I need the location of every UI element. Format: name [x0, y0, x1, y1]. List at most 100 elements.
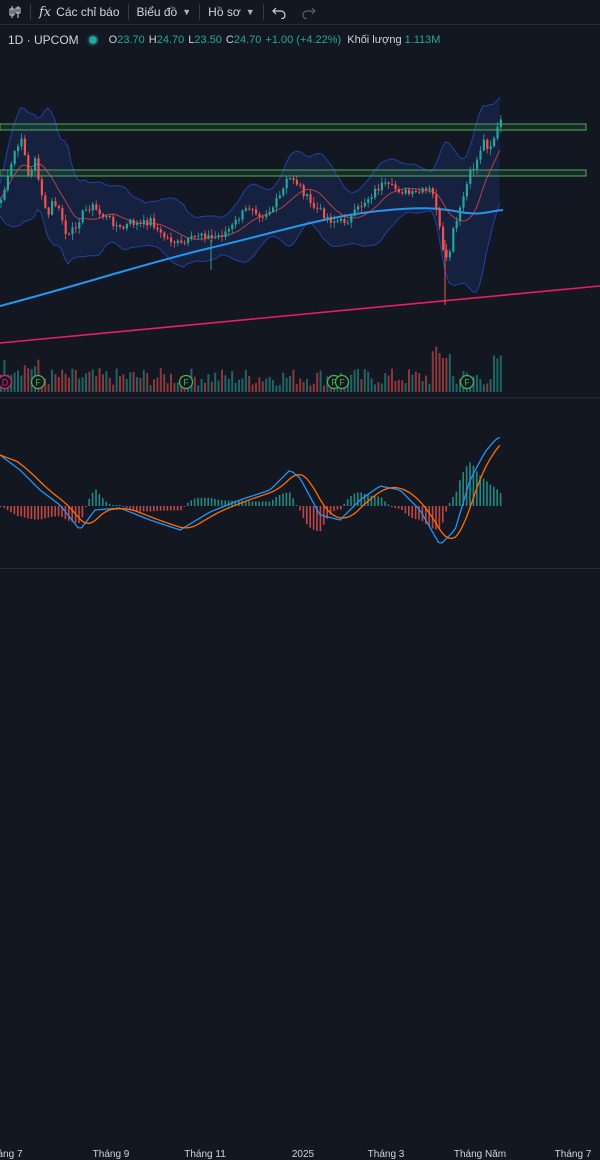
candle-body	[380, 182, 383, 191]
low-label: L	[188, 34, 195, 46]
macd-histogram-bar	[153, 506, 155, 512]
symbol-label[interactable]: 1D · UPCOM	[8, 33, 79, 47]
candle-body	[333, 221, 336, 223]
candle-body	[346, 222, 349, 224]
candle-body	[425, 188, 428, 190]
x-tick-label: Tháng 7	[554, 1149, 592, 1160]
volume-bar	[17, 370, 19, 392]
volume-bar	[119, 376, 121, 392]
macd-histogram-bar	[479, 475, 481, 506]
candle-body	[0, 199, 3, 203]
candle-body	[170, 237, 173, 243]
x-tick-label: Tháng 9	[92, 1149, 130, 1160]
volume-bar	[251, 384, 254, 392]
event-marker-f: F	[334, 374, 350, 390]
volume-bar	[44, 378, 47, 392]
indicators-button[interactable]: fx Các chỉ báo	[31, 0, 128, 24]
x-tick-label: Tháng 3	[367, 1149, 405, 1160]
macd-histogram-bar	[445, 506, 447, 512]
candle-body	[132, 219, 135, 225]
candle-body	[44, 195, 47, 208]
volume-bar	[47, 383, 50, 392]
event-letter: F	[339, 378, 345, 388]
volume-bar	[319, 370, 322, 392]
candle-body	[370, 197, 373, 200]
volume-bar	[360, 379, 363, 392]
macd-histogram-bar	[404, 506, 407, 514]
chart-menu-button[interactable]: Biểu đồ ▼	[129, 0, 200, 24]
macd-histogram-bar	[438, 506, 441, 530]
profile-menu-button[interactable]: Hồ sơ ▼	[200, 0, 262, 24]
close-value: 24.70	[233, 34, 262, 46]
candle-body	[336, 221, 339, 223]
low-value: 23.50	[194, 34, 222, 46]
candle-body	[275, 198, 278, 208]
volume-bar	[489, 379, 492, 392]
candle-body	[34, 158, 37, 171]
candle-body	[384, 182, 387, 184]
candle-body	[428, 188, 431, 190]
volume-bar	[255, 383, 257, 392]
macd-histogram-bar	[98, 493, 101, 506]
candle-style-button[interactable]	[0, 0, 30, 24]
macd-histogram-bar	[142, 506, 145, 512]
profile-menu-label: Hồ sơ	[208, 5, 241, 19]
macd-histogram-bar	[81, 506, 84, 518]
time-axis[interactable]: áng 7 Tháng 9 Tháng 11 2025 Tháng 3 Thán…	[0, 568, 600, 1160]
volume-bar	[136, 376, 138, 392]
macd-histogram-bar	[244, 500, 247, 506]
candle-body	[61, 208, 64, 221]
volume-bar	[445, 357, 448, 392]
horizontal-zones	[0, 123, 587, 177]
volume-bar	[88, 371, 91, 392]
event-marker-f: F	[178, 374, 194, 390]
candle-body	[391, 183, 394, 185]
chart-legend: 1D · UPCOM O 23.70 H 24.70 L 23.50 C 24.70 +…	[0, 30, 440, 50]
candle-body	[183, 242, 186, 244]
macd-histogram-bar	[292, 498, 294, 506]
candle-body	[74, 227, 77, 229]
candle-body	[153, 218, 156, 228]
candle-body	[285, 178, 288, 189]
candle-body	[363, 202, 366, 207]
macd-histogram-bar	[71, 506, 73, 522]
volume-bar	[265, 378, 268, 392]
macd-histogram-bar	[493, 486, 495, 506]
candle-body	[207, 235, 210, 239]
macd-histogram-bar	[319, 506, 322, 532]
bollinger-upper-line	[0, 97, 501, 219]
candle-body	[3, 189, 6, 200]
volume-bar	[153, 379, 155, 392]
macd-histogram-bar	[302, 506, 305, 518]
macd-histogram-bar	[125, 506, 128, 509]
candle-body	[27, 155, 30, 176]
x-tick-label: áng 7	[0, 1149, 23, 1160]
volume-bar	[377, 382, 380, 392]
candles-icon	[9, 6, 21, 18]
volume-bar	[306, 378, 308, 392]
candle-body	[91, 204, 94, 211]
volume-bar	[23, 365, 26, 392]
event-circle	[30, 374, 46, 390]
candle-body	[190, 236, 193, 239]
candle-body	[472, 168, 475, 171]
macd-histogram-bar	[13, 506, 16, 515]
macd-histogram-bar	[30, 506, 33, 519]
candle-body	[214, 236, 217, 238]
volume-bar	[261, 381, 264, 392]
candle-body	[476, 159, 479, 169]
candle-body	[231, 224, 234, 230]
macd-histogram-bar	[285, 492, 288, 506]
candle-body	[197, 235, 200, 237]
redo-button[interactable]	[294, 0, 324, 24]
macd-histogram-bar	[47, 506, 50, 518]
candle-body	[353, 209, 356, 216]
macd-histogram-bar	[384, 501, 386, 506]
volume-bar	[374, 384, 376, 392]
candle-body	[142, 220, 145, 224]
macd-histogram-bar	[326, 506, 328, 519]
candle-body	[37, 158, 40, 180]
undo-button[interactable]	[264, 0, 294, 24]
volume-bar	[142, 370, 145, 392]
